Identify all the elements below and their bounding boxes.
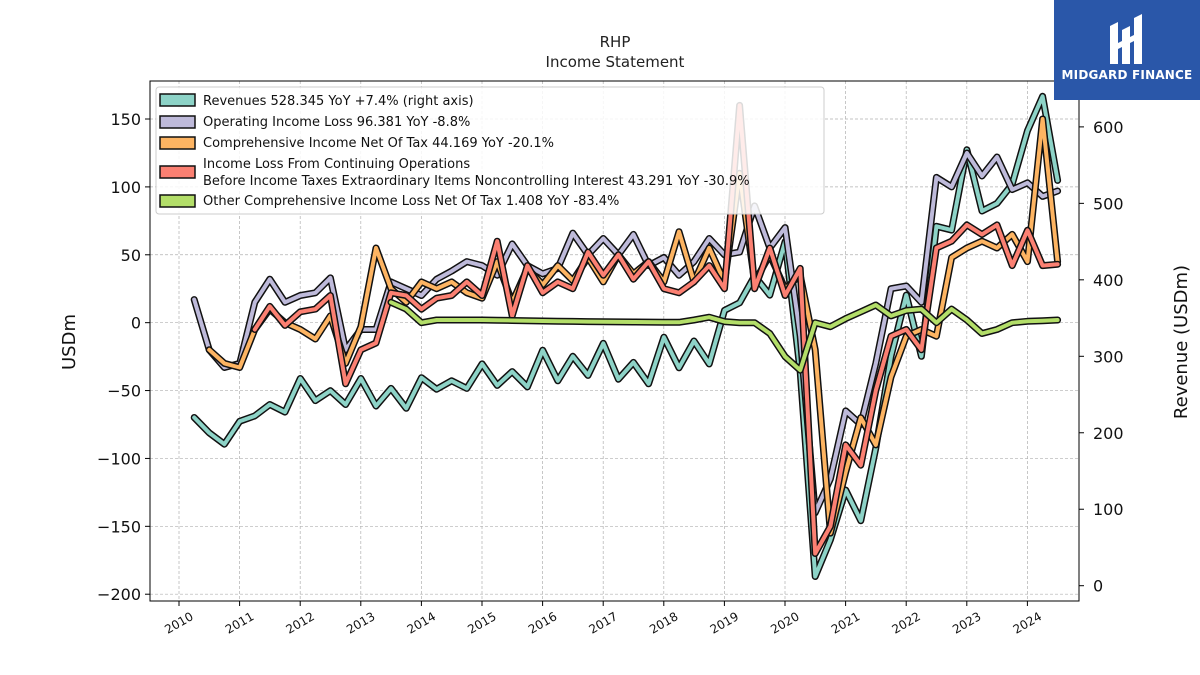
brand-logo: MIDGARD FINANCE xyxy=(1054,0,1200,100)
x-tick-label: 2020 xyxy=(768,609,801,636)
y-tick-label-right: 500 xyxy=(1093,194,1124,213)
x-tick-label: 2012 xyxy=(283,609,316,636)
y-tick-label-right: 600 xyxy=(1093,118,1124,137)
y-tick-label-right: 300 xyxy=(1093,347,1124,366)
y-axis-right: 600 500 400 300 200 100 0 xyxy=(1079,118,1124,596)
y-tick-label-right: 400 xyxy=(1093,271,1124,290)
y-axis-left-label: USDm xyxy=(59,314,80,370)
y-tick-label-left: −100 xyxy=(97,449,141,468)
y-tick-label-left: −50 xyxy=(107,382,141,401)
x-tick-label: 2018 xyxy=(647,609,680,636)
x-tick-label: 2019 xyxy=(708,609,741,636)
y-tick-label-right: 200 xyxy=(1093,424,1124,443)
y-axis-right-label: Revenue (USDm) xyxy=(1171,265,1192,419)
chart-subtitle: Income Statement xyxy=(546,53,685,71)
y-axis-left: 150 100 50 0 −50 −100 −150 −200 xyxy=(97,110,150,604)
series-line-revenues xyxy=(192,94,1060,579)
x-tick-label: 2021 xyxy=(829,609,862,636)
brand-name: MIDGARD FINANCE xyxy=(1061,68,1193,82)
y-tick-label-right: 0 xyxy=(1093,577,1103,596)
x-tick-label: 2022 xyxy=(889,609,922,636)
legend-swatch-revenues xyxy=(159,93,196,107)
chart-title: RHP xyxy=(600,33,631,51)
legend-label-revenues: Revenues 528.345 YoY +7.4% (right axis) xyxy=(203,94,474,109)
x-tick-label: 2014 xyxy=(405,609,438,636)
x-tick-label: 2011 xyxy=(223,609,256,636)
y-tick-label-left: −150 xyxy=(97,517,141,536)
x-tick-label: 2016 xyxy=(526,609,559,636)
legend-label-comprehensive-income: Comprehensive Income Net Of Tax 44.169 Y… xyxy=(203,136,554,151)
x-tick-label: 2010 xyxy=(162,609,195,636)
x-tick-label: 2017 xyxy=(586,609,619,636)
legend-box xyxy=(155,86,825,215)
y-tick-label-right: 100 xyxy=(1093,500,1124,519)
legend-label-pretax-income-line2: Before Income Taxes Extraordinary Items … xyxy=(203,174,750,189)
legend-swatch-operating-income xyxy=(159,115,196,129)
y-tick-label-left: 0 xyxy=(131,314,141,333)
plot-area xyxy=(149,80,1080,602)
legend-label-pretax-income-line1: Income Loss From Continuing Operations xyxy=(203,157,470,172)
legend-swatch-other-comprehensive xyxy=(159,194,196,208)
x-tick-label: 2013 xyxy=(344,609,377,636)
series-line-operating-income-loss xyxy=(192,151,1060,515)
legend-label-operating-income: Operating Income Loss 96.381 YoY -8.8% xyxy=(203,115,470,130)
legend: Revenues 528.345 YoY +7.4% (right axis) … xyxy=(155,86,825,215)
x-tick-label: 2015 xyxy=(465,609,498,636)
y-tick-label-left: 150 xyxy=(110,110,141,129)
y-tick-label-left: 100 xyxy=(110,178,141,197)
y-tick-label-left: −200 xyxy=(97,585,141,604)
legend-swatch-comprehensive-income xyxy=(159,136,196,150)
y-tick-label-left: 50 xyxy=(121,246,141,265)
x-tick-label: 2023 xyxy=(950,609,983,636)
x-tick-label: 2024 xyxy=(1011,609,1044,636)
legend-swatch-pretax-income xyxy=(159,165,196,179)
midgard-logo-icon xyxy=(1110,14,1142,64)
series-line-other-comprehensive-income-loss-net-of-t xyxy=(389,300,1060,373)
series-lines xyxy=(190,92,1062,580)
x-axis: 2010 2011 2012 2013 2014 2015 2016 2017 2018 2019… xyxy=(162,601,1044,637)
legend-label-other-comprehensive: Other Comprehensive Income Loss Net Of T… xyxy=(203,194,619,209)
